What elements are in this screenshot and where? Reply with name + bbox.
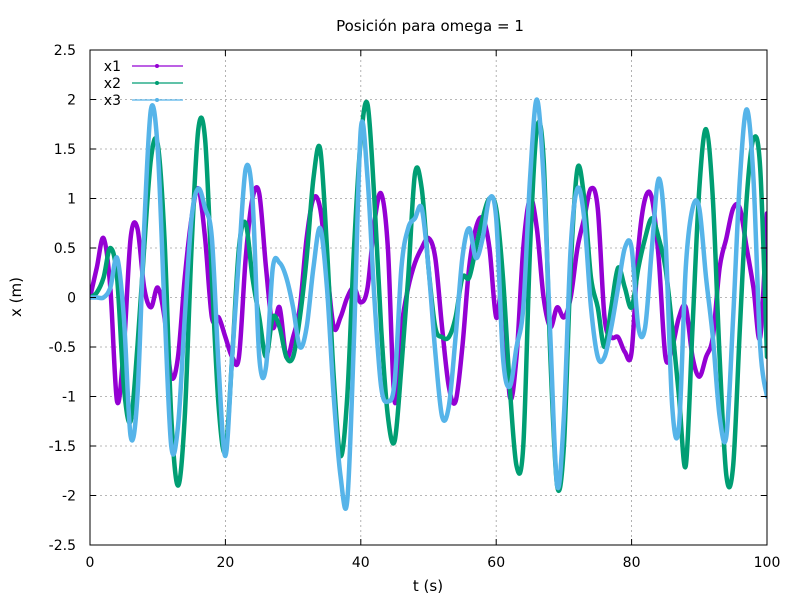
x-tick-label: 20 bbox=[216, 555, 234, 571]
legend-label-x2: x2 bbox=[104, 76, 121, 92]
y-tick-label: -2 bbox=[62, 489, 76, 505]
y-tick-label: 0 bbox=[67, 291, 76, 307]
y-tick-label: -1.5 bbox=[49, 439, 76, 455]
y-axis-title: x (m) bbox=[7, 277, 25, 317]
x-tick-label: 0 bbox=[86, 555, 95, 571]
y-tick-label: 2.5 bbox=[54, 43, 76, 59]
y-tick-label: 1.5 bbox=[54, 142, 76, 158]
legend-marker-x1 bbox=[155, 64, 159, 68]
axis-ticks: 0 20 40 60 80 100 -2.5 -2 -1.5 -1 -0.5 0 0.5 1 1.5 2 2.5 bbox=[49, 43, 781, 571]
series-line-x3 bbox=[90, 97, 767, 511]
x-tick-label: 40 bbox=[352, 555, 370, 571]
x-tick-label: 100 bbox=[754, 555, 781, 571]
y-tick-label: 0.5 bbox=[54, 241, 76, 257]
chart-title: Posición para omega = 1 bbox=[336, 17, 524, 35]
y-tick-label: -0.5 bbox=[49, 340, 76, 356]
y-tick-label: 2 bbox=[67, 93, 76, 109]
series-line-x2 bbox=[90, 99, 767, 494]
y-tick-label: -2.5 bbox=[49, 538, 76, 554]
legend-label-x3: x3 bbox=[104, 93, 121, 109]
legend-marker-x3 bbox=[155, 98, 159, 102]
legend-marker-x2 bbox=[155, 81, 159, 85]
legend-label-x1: x1 bbox=[104, 59, 121, 75]
x-tick-label: 60 bbox=[487, 555, 505, 571]
plot-series bbox=[90, 97, 767, 511]
x-axis-title: t (s) bbox=[413, 577, 443, 595]
x-tick-label: 80 bbox=[623, 555, 641, 571]
y-tick-label: -1 bbox=[62, 390, 76, 406]
y-tick-label: 1 bbox=[67, 192, 76, 208]
